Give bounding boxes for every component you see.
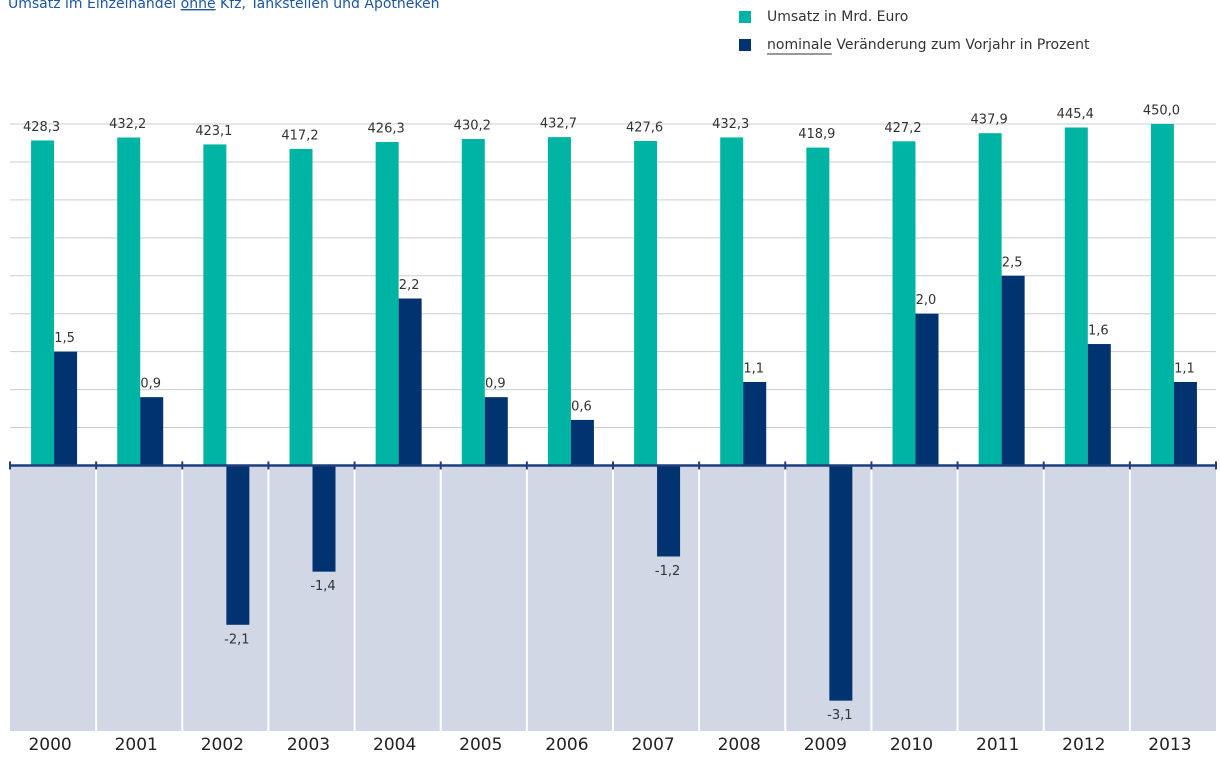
x-tick-label: 2010 [890, 735, 933, 755]
bar [1001, 275, 1025, 466]
data-label: 450,0 [1143, 104, 1180, 119]
data-label: 1,6 [1088, 324, 1109, 339]
bar [140, 397, 164, 466]
legend-label: nominale Veränderung zum Vorjahr in Proz… [767, 37, 1090, 53]
data-label: 432,3 [712, 117, 749, 132]
data-label: 2,0 [916, 293, 937, 308]
x-tick-label: 2005 [459, 735, 502, 755]
chart-title: Umsatz im Einzelhandel ohne Kfz, Tankste… [8, 0, 440, 12]
x-tick-label: 2008 [718, 735, 761, 755]
data-label: 437,9 [971, 113, 1008, 128]
bar [634, 140, 658, 466]
bar [1150, 124, 1174, 466]
bar [657, 465, 681, 557]
bar [461, 139, 485, 466]
x-tick-label: 2002 [201, 735, 244, 755]
x-tick-label: 2006 [545, 735, 588, 755]
title-part: Umsatz im Einzelhandel [8, 0, 181, 12]
data-label: -2,1 [224, 632, 249, 647]
data-label: 2,2 [399, 278, 420, 293]
bar [289, 148, 313, 466]
data-label: 1,1 [743, 361, 764, 376]
legend-label: Umsatz in Mrd. Euro [767, 9, 908, 25]
data-label: 0,6 [571, 399, 592, 414]
x-tick-label: 2007 [631, 735, 674, 755]
x-tick-label: 2000 [28, 735, 71, 755]
bar [743, 381, 767, 466]
bar [1173, 381, 1197, 466]
x-tick-label: 2011 [976, 735, 1019, 755]
data-label: 0,9 [140, 377, 161, 392]
data-label: 432,2 [109, 117, 146, 132]
data-label: 418,9 [798, 127, 835, 142]
bar [1064, 127, 1088, 466]
bar [806, 147, 830, 466]
bar [117, 137, 141, 466]
bar [484, 397, 508, 466]
data-label: 428,3 [23, 120, 60, 135]
bar [829, 465, 853, 701]
data-label: 417,2 [281, 128, 318, 143]
bar [398, 298, 422, 466]
bar [226, 465, 250, 625]
bar [203, 144, 227, 466]
x-tick-label: 2013 [1148, 735, 1191, 755]
bar [375, 141, 399, 466]
data-label: 430,2 [454, 119, 491, 134]
data-label: 445,4 [1057, 107, 1094, 122]
title-part: ohne [181, 0, 216, 12]
data-label: 1,5 [54, 331, 75, 346]
data-label: 2,5 [1002, 255, 1023, 270]
x-tick-label: 2012 [1062, 735, 1105, 755]
data-label: -1,2 [655, 564, 680, 579]
data-label: 0,9 [485, 377, 506, 392]
data-label: 427,2 [884, 121, 921, 136]
x-tick-label: 2001 [115, 735, 158, 755]
title-part: Kfz, Tankstellen und Apotheken [216, 0, 440, 12]
bar [978, 133, 1002, 466]
data-label: 423,1 [195, 124, 232, 139]
legend-swatch [739, 39, 751, 51]
data-label: 432,7 [540, 117, 577, 132]
bar [547, 137, 571, 466]
bar [720, 137, 744, 466]
bar [31, 140, 55, 466]
data-label: -3,1 [827, 708, 852, 723]
bar [892, 141, 916, 466]
x-tick-label: 2003 [287, 735, 330, 755]
bar [54, 351, 78, 466]
data-label: 427,6 [626, 120, 663, 135]
data-label: 426,3 [368, 121, 405, 136]
data-label: -1,4 [310, 579, 335, 594]
bar [915, 313, 939, 466]
bar [312, 465, 336, 572]
data-label: 1,1 [1174, 361, 1195, 376]
bar [1087, 344, 1111, 466]
x-tick-label: 2004 [373, 735, 416, 755]
bar [570, 419, 594, 466]
x-tick-label: 2009 [804, 735, 847, 755]
legend-swatch [739, 11, 751, 23]
